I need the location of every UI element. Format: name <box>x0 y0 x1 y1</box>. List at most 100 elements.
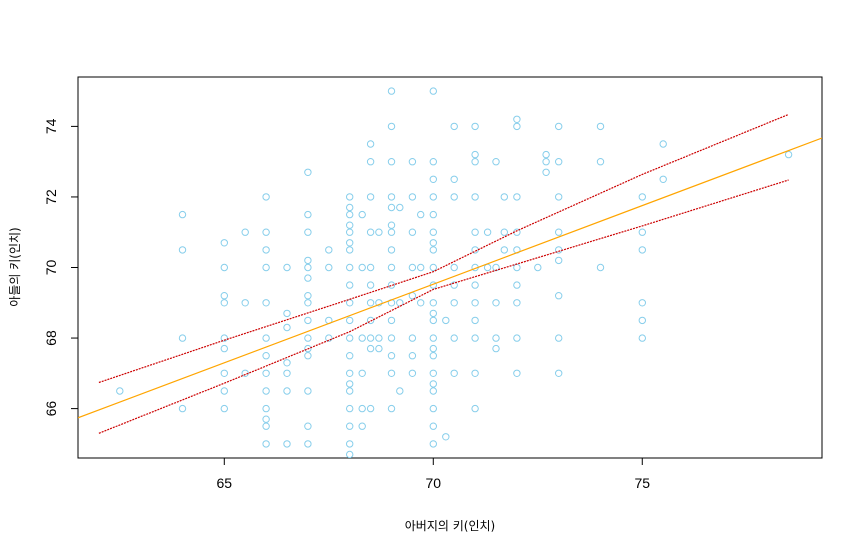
data-point <box>638 193 646 201</box>
data-point <box>555 193 563 201</box>
data-point <box>358 422 366 430</box>
data-point <box>408 193 417 201</box>
data-point <box>346 369 354 377</box>
data-point <box>471 150 479 159</box>
data-points <box>116 87 793 458</box>
data-point <box>387 263 396 272</box>
data-point <box>596 122 605 131</box>
data-point <box>471 334 479 342</box>
data-point <box>429 210 437 219</box>
data-point <box>387 316 396 325</box>
data-point <box>429 87 437 95</box>
data-point <box>408 228 417 236</box>
data-point <box>366 316 375 325</box>
data-point <box>346 352 354 360</box>
data-point <box>471 122 479 131</box>
data-point <box>492 299 500 307</box>
data-point <box>387 228 396 236</box>
y-axis: 66 68 70 72 74 <box>43 118 78 416</box>
data-point <box>262 404 270 413</box>
data-point <box>429 309 437 318</box>
data-point <box>346 404 354 413</box>
data-point <box>387 203 396 212</box>
data-point <box>304 210 312 219</box>
data-point <box>555 228 563 236</box>
data-point <box>304 316 312 325</box>
data-point <box>346 440 354 448</box>
data-point <box>116 387 124 395</box>
data-point <box>492 344 500 353</box>
data-point <box>429 246 437 254</box>
data-point <box>304 228 312 236</box>
data-point <box>513 122 521 131</box>
data-point <box>283 369 291 377</box>
data-point <box>450 299 458 307</box>
data-point <box>262 352 270 360</box>
data-point <box>492 158 500 166</box>
data-point <box>450 193 458 201</box>
data-point <box>500 246 508 254</box>
data-point <box>408 352 417 360</box>
data-point <box>387 369 396 377</box>
data-point <box>387 281 396 289</box>
data-point <box>366 263 375 272</box>
data-point <box>304 299 312 307</box>
data-point <box>346 422 354 430</box>
data-point <box>366 344 375 353</box>
data-point <box>429 440 437 448</box>
data-point <box>450 263 458 272</box>
data-point <box>283 323 291 332</box>
data-point <box>442 433 450 441</box>
data-point <box>262 334 270 342</box>
data-point <box>262 422 270 430</box>
data-point <box>304 168 312 177</box>
data-point <box>471 316 479 325</box>
data-point <box>429 263 437 272</box>
data-point <box>178 210 187 219</box>
data-point <box>283 440 291 448</box>
data-point <box>325 246 333 254</box>
data-point <box>220 404 229 413</box>
data-point <box>387 122 396 131</box>
data-point <box>555 292 563 300</box>
data-point <box>513 193 521 201</box>
data-point <box>450 175 458 184</box>
data-point <box>429 299 437 307</box>
data-point <box>346 316 354 325</box>
y-tick-label: 74 <box>43 118 59 134</box>
data-point <box>375 228 383 236</box>
data-point <box>262 246 270 254</box>
data-point <box>387 352 396 360</box>
data-point <box>283 359 291 367</box>
data-point <box>366 228 375 236</box>
data-point <box>304 292 312 300</box>
data-point <box>366 281 375 289</box>
data-point <box>396 387 404 395</box>
x-tick-label: 75 <box>634 475 650 491</box>
data-point <box>346 203 354 212</box>
data-point <box>366 404 375 413</box>
data-point <box>358 210 366 219</box>
data-point <box>304 440 312 448</box>
data-point <box>366 140 375 148</box>
data-point <box>346 228 354 236</box>
data-point <box>366 193 375 201</box>
data-point <box>178 246 187 254</box>
data-point <box>262 415 270 423</box>
data-point <box>387 87 396 95</box>
data-point <box>450 334 458 342</box>
y-tick-label: 68 <box>43 330 59 346</box>
data-point <box>220 299 229 307</box>
data-point <box>659 175 667 184</box>
x-tick-label: 70 <box>425 475 441 491</box>
data-point <box>513 369 521 377</box>
data-point <box>471 404 479 413</box>
data-point <box>366 299 375 307</box>
data-point <box>262 387 270 395</box>
data-point <box>555 158 563 166</box>
data-point <box>555 334 563 342</box>
data-point <box>471 158 479 166</box>
data-point <box>408 158 417 166</box>
data-point <box>429 380 437 388</box>
